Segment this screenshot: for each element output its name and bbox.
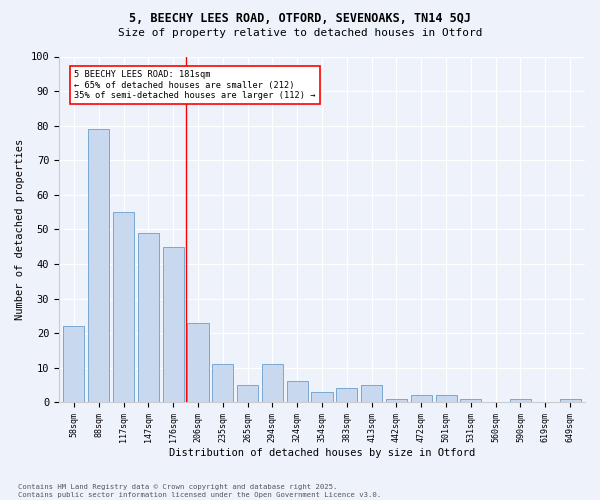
Bar — [510, 399, 531, 402]
Bar — [361, 385, 382, 402]
Bar — [88, 129, 109, 402]
Bar — [237, 385, 258, 402]
Bar — [336, 388, 358, 402]
Bar — [386, 399, 407, 402]
Text: 5 BEECHY LEES ROAD: 181sqm
← 65% of detached houses are smaller (212)
35% of sem: 5 BEECHY LEES ROAD: 181sqm ← 65% of deta… — [74, 70, 316, 100]
Bar — [262, 364, 283, 402]
Bar — [163, 246, 184, 402]
Bar — [138, 233, 159, 402]
Bar — [113, 212, 134, 402]
Bar — [287, 382, 308, 402]
Bar — [560, 399, 581, 402]
Bar — [436, 396, 457, 402]
Bar — [311, 392, 332, 402]
Text: Contains HM Land Registry data © Crown copyright and database right 2025.
Contai: Contains HM Land Registry data © Crown c… — [18, 484, 381, 498]
X-axis label: Distribution of detached houses by size in Otford: Distribution of detached houses by size … — [169, 448, 475, 458]
Y-axis label: Number of detached properties: Number of detached properties — [15, 138, 25, 320]
Bar — [187, 322, 209, 402]
Bar — [460, 399, 481, 402]
Bar — [411, 396, 432, 402]
Bar — [64, 326, 85, 402]
Text: Size of property relative to detached houses in Otford: Size of property relative to detached ho… — [118, 28, 482, 38]
Text: 5, BEECHY LEES ROAD, OTFORD, SEVENOAKS, TN14 5QJ: 5, BEECHY LEES ROAD, OTFORD, SEVENOAKS, … — [129, 12, 471, 26]
Bar — [212, 364, 233, 402]
